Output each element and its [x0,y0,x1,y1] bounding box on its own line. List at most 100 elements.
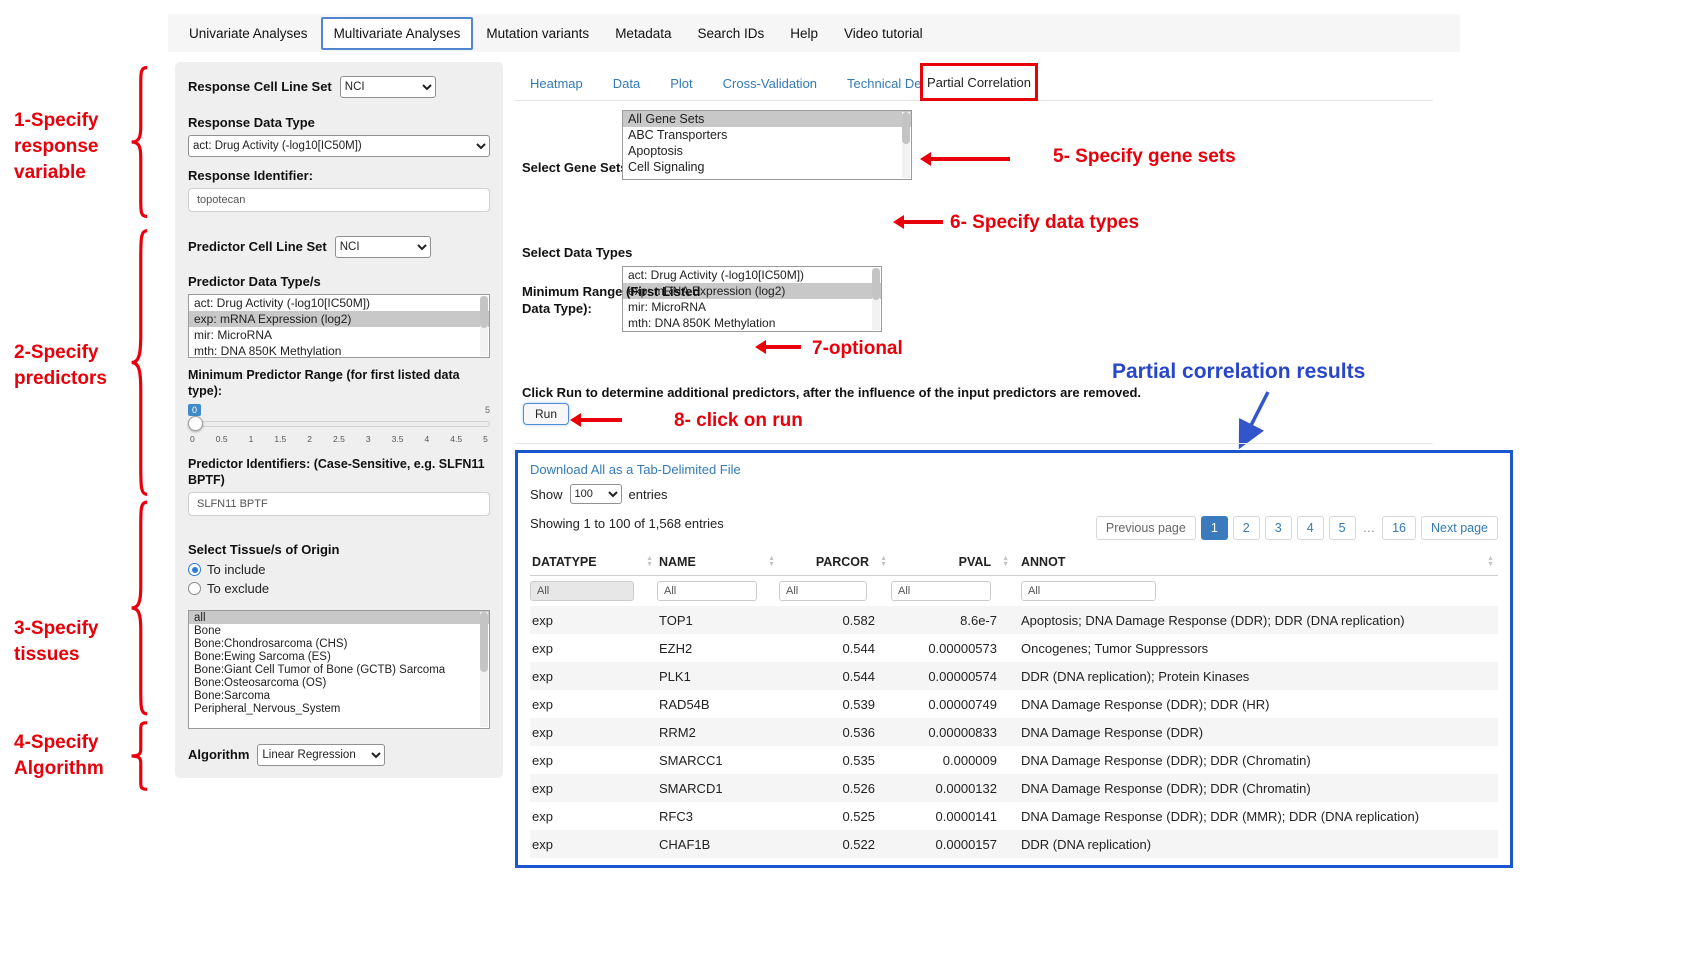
cell-parcor: 0.536 [842,724,875,740]
scrollbar[interactable] [872,268,880,330]
tab-partial-correlation[interactable]: Partial Correlation [926,74,1032,90]
nav-metadata[interactable]: Metadata [615,25,672,41]
cell-annot: DNA Damage Response (DDR); DDR (MMR); DD… [1021,808,1420,824]
column-label: DATATYPE [532,555,597,569]
cell-name: TOP1 [659,612,693,628]
nav-mutation-variants[interactable]: Mutation variants [486,25,590,41]
page-button-4[interactable]: 4 [1296,516,1324,540]
filter-pval-input[interactable] [891,581,991,601]
sort-icon: ▲ ▼ [1487,555,1494,568]
slider-handle[interactable] [188,416,203,431]
annotation-step1: 1-Specify response variable [14,110,99,183]
predictor-identifiers-input[interactable] [188,492,490,516]
column-header-annot[interactable]: ANNOT ▲ ▼ [1013,548,1498,575]
response-identifier-label: Response Identifier: [188,168,313,183]
previous-page-button[interactable]: Previous page [1095,516,1196,540]
list-option[interactable]: mir: MicroRNA [628,300,706,314]
page-button-5[interactable]: 5 [1328,516,1356,540]
tab-data[interactable]: Data [612,75,641,91]
scrollbar-thumb[interactable] [902,112,910,144]
results-table: DATATYPE ▲ ▼ NAME ▲ ▼ PARCOR ▲ ▼ PVAL ▲ ▼ AN… [530,548,1498,858]
pagination: Previous page 1 2 3 4 5 … 16 Next page [1091,516,1498,540]
cell-parcor: 0.582 [842,612,875,628]
algorithm-label: Algorithm [188,747,250,762]
list-option[interactable]: Bone:Giant Cell Tumor of Bone (GCTB) Sar… [194,663,446,676]
page-button-2[interactable]: 2 [1232,516,1260,540]
annotation-step8: 8- click on run [674,410,803,431]
slider-tick-label: 2 [307,434,312,444]
scrollbar[interactable] [480,612,488,727]
list-option[interactable]: Bone:Sarcoma [194,689,271,702]
filter-datatype-input[interactable] [530,581,634,601]
slider-tick-labels: 0 0.5 1 1.5 2 2.5 3 3.5 4 4.5 5 [190,434,488,444]
cell-pval: 0.00000573 [928,640,997,656]
nav-search-ids[interactable]: Search IDs [697,25,765,41]
tissue-exclude-radio[interactable]: To exclude [188,581,490,596]
list-option[interactable]: Cell Signaling [628,160,705,174]
list-option-selected[interactable]: exp: mRNA Expression (log2) [189,311,489,327]
list-option[interactable]: mth: DNA 850K Methylation [628,316,776,330]
list-option[interactable]: act: Drug Activity (-log10[IC50M]) [194,296,371,310]
list-option[interactable]: Bone:Ewing Sarcoma (ES) [194,650,331,663]
tissue-origin-list: all Bone Bone:Chondrosarcoma (CHS) Bone:… [188,610,490,729]
tissue-include-radio[interactable]: To include [188,562,490,577]
list-option[interactable]: ABC Transporters [628,128,728,142]
page-button-1[interactable]: 1 [1200,516,1228,540]
cell-datatype: exp [532,640,553,656]
nav-video-tutorial[interactable]: Video tutorial [844,25,923,41]
list-option[interactable]: Bone [194,624,221,637]
tab-plot[interactable]: Plot [670,75,693,91]
column-header-parcor[interactable]: PARCOR ▲ ▼ [779,548,891,575]
nav-univariate-analyses[interactable]: Univariate Analyses [189,25,308,41]
cell-name: EZH2 [659,640,693,656]
page-button-16[interactable]: 16 [1382,516,1417,540]
response-data-type-label: Response Data Type [188,115,315,130]
list-option[interactable]: Apoptosis [628,144,683,158]
show-entries-select[interactable]: 100 [569,484,622,504]
list-option-selected[interactable]: all [189,611,489,624]
filter-name-input[interactable] [657,581,757,601]
scrollbar[interactable] [480,296,488,356]
response-data-type-select[interactable]: act: Drug Activity (-log10[IC50M]) [188,135,490,157]
list-option-selected[interactable]: exp: mRNA Expression (log2) [623,283,881,299]
response-cell-line-set-select[interactable]: NCI [339,76,436,98]
show-label: Show [530,486,563,502]
cell-parcor: 0.525 [842,808,875,824]
run-button[interactable]: Run [523,403,570,425]
list-option[interactable]: act: Drug Activity (-log10[IC50M]) [628,268,805,282]
filter-annot-input[interactable] [1021,581,1156,601]
predictor-cell-line-set-select[interactable]: NCI [334,236,431,258]
list-option[interactable]: mir: MicroRNA [194,328,272,342]
list-option[interactable]: Peripheral_Nervous_System [194,702,341,715]
scrollbar-thumb[interactable] [480,296,488,328]
response-identifier-input[interactable] [188,188,490,212]
filter-parcor-input[interactable] [779,581,867,601]
column-header-datatype[interactable]: DATATYPE ▲ ▼ [530,548,657,575]
scrollbar[interactable] [902,112,910,178]
cell-annot: DNA Damage Response (DDR); DDR (HR) [1021,696,1270,712]
predictor-identifiers-label: Predictor Identifiers: (Case-Sensitive, … [188,457,485,487]
cell-name: RAD54B [659,696,710,712]
list-option[interactable]: mth: DNA 850K Methylation [194,344,342,358]
cell-pval: 0.00000749 [928,696,997,712]
list-option[interactable]: Bone:Chondrosarcoma (CHS) [194,637,348,650]
table-row: exp EZH2 0.544 0.00000573 Oncogenes; Tum… [530,634,1498,662]
algorithm-select[interactable]: Linear Regression [257,744,386,766]
page-button-3[interactable]: 3 [1264,516,1292,540]
list-option-selected[interactable]: All Gene Sets [623,111,911,127]
slider-track[interactable] [188,421,490,427]
nav-help[interactable]: Help [790,25,819,41]
next-page-button[interactable]: Next page [1421,516,1498,540]
tab-heatmap[interactable]: Heatmap [530,75,583,91]
nav-multivariate-analyses[interactable]: Multivariate Analyses [320,16,474,50]
list-option[interactable]: Bone:Osteosarcoma (OS) [194,676,327,689]
scrollbar-thumb[interactable] [480,612,488,672]
column-header-name[interactable]: NAME ▲ ▼ [657,548,779,575]
tab-cross-validation[interactable]: Cross-Validation [722,75,818,91]
scrollbar-thumb[interactable] [872,268,880,300]
table-row: exp RFC3 0.525 0.0000141 DNA Damage Resp… [530,802,1498,830]
sort-icon: ▲ ▼ [646,555,653,568]
download-link[interactable]: Download All as a Tab-Delimited File [530,462,741,477]
column-header-pval[interactable]: PVAL ▲ ▼ [891,548,1013,575]
